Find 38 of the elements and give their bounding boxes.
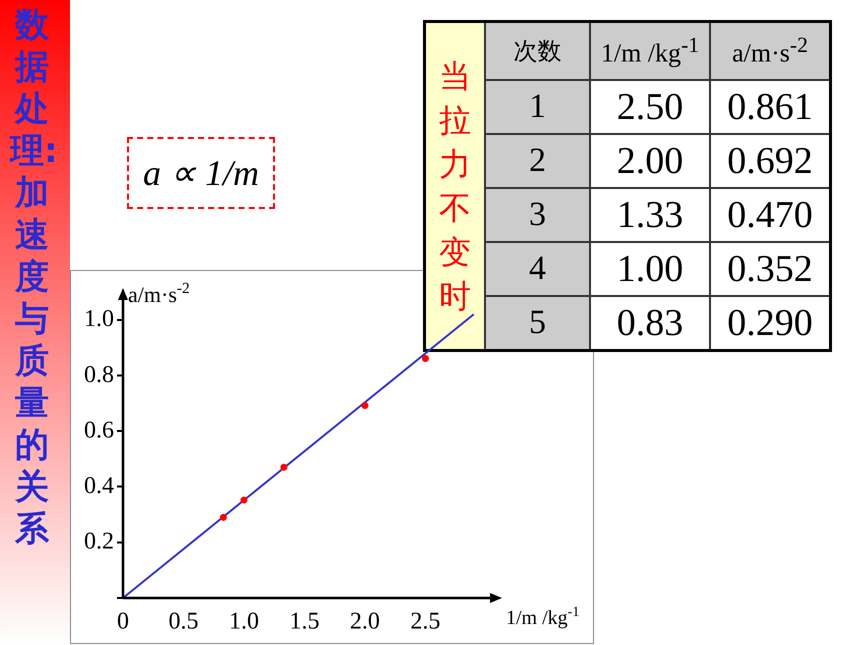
text: 2.50 [590,80,710,134]
text: 0.290 [710,296,830,350]
text: 4 [485,242,590,296]
text: 次数 [485,22,590,80]
y-tick-label: 0.6 [84,417,114,444]
text: 1.00 [590,242,710,296]
text: 1.33 [590,188,710,242]
text: 1/m /kg$^{-1}$ [600,33,700,68]
text: 0.861 [710,80,830,134]
x-tick-label: 1.5 [289,608,320,635]
point [422,354,429,362]
text: 1 [485,80,590,134]
point [280,464,288,471]
x-tick-label: 0.5 [168,608,198,635]
text: 0.83 [590,296,710,350]
x-tick-label: 0 [117,608,129,635]
point [240,496,248,504]
point [220,514,227,521]
text: 5 [485,296,590,350]
text: 0.692 [710,134,830,188]
y-tick-label: 0.8 [84,362,114,388]
x-tick-label: 1.0 [228,608,259,635]
text: 0.470 [710,188,830,242]
text: 2.00 [590,134,710,188]
text: a/m·s$^{-2}$ [732,33,808,68]
x-tick-label: 2.0 [350,608,380,635]
chart-title: 数据处理:加速度与质量的关系 [10,5,58,549]
text: 3 [485,188,590,242]
text: a ∝ 1/m [127,137,275,209]
y-tick-label: 0.4 [84,473,114,500]
point [361,402,368,409]
text: 2 [485,134,590,188]
annotation: 当拉力不变时 [438,56,472,317]
text: 0.352 [710,242,830,296]
x-tick-label: 2.5 [410,608,440,635]
y-tick-label: 1.0 [84,306,114,332]
table-side-cell: 当拉力不变时 [424,22,485,350]
y-tick-label: 0.2 [84,528,114,555]
